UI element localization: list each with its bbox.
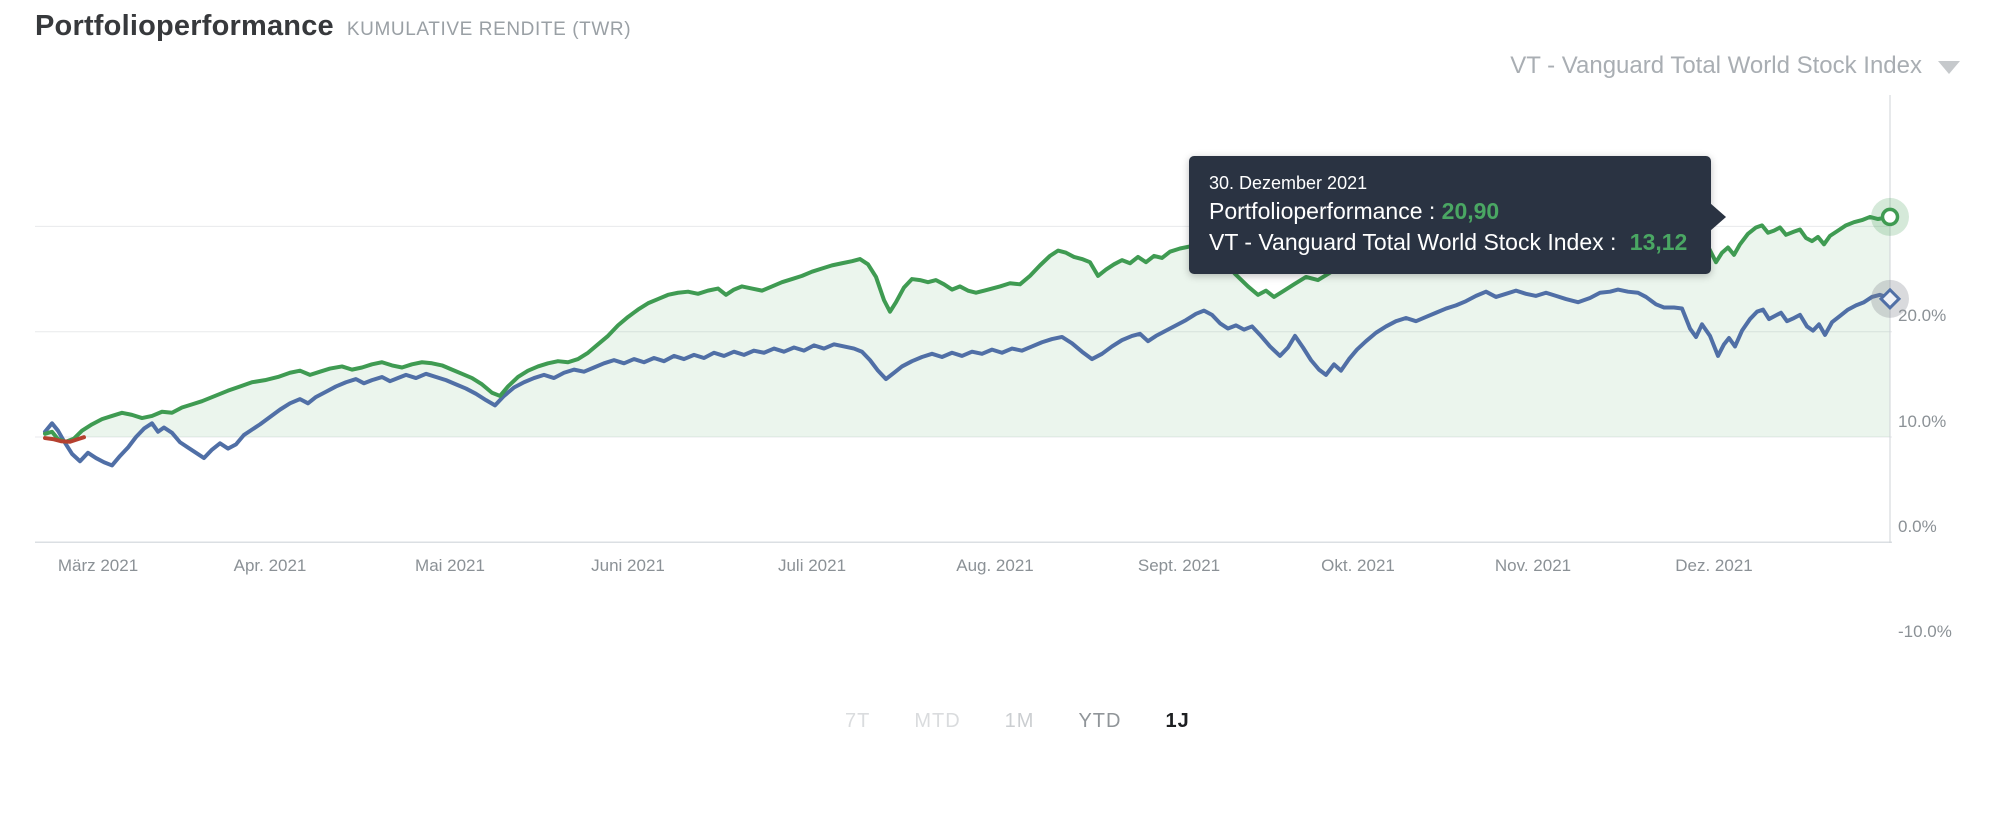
- tooltip-series-label: VT - Vanguard Total World Stock Index: [1209, 229, 1604, 255]
- tooltip-row-benchmark: VT - Vanguard Total World Stock Index : …: [1209, 227, 1687, 258]
- page-title: Portfolioperformance: [35, 10, 334, 42]
- benchmark-dropdown-label: VT - Vanguard Total World Stock Index: [1510, 52, 1922, 79]
- period-button-7t[interactable]: 7T: [845, 710, 871, 732]
- x-axis-label: März 2021: [57, 556, 139, 575]
- x-axis-label: Juli 2021: [777, 556, 847, 575]
- x-axis-label: Okt. 2021: [1321, 556, 1395, 575]
- x-axis-label: Dez. 2021: [1675, 556, 1753, 575]
- period-button-1m[interactable]: 1M: [1004, 710, 1035, 732]
- portfolio-end-marker[interactable]: [1880, 207, 1900, 227]
- tooltip-separator: :: [1603, 229, 1623, 255]
- chevron-down-icon: [1938, 61, 1960, 74]
- x-axis-label: Mai 2021: [415, 556, 485, 575]
- tooltip-separator: :: [1422, 198, 1442, 224]
- x-axis-label: Juni 2021: [591, 556, 665, 575]
- tooltip-series-value: 13,12: [1629, 229, 1688, 255]
- x-axis-label: Nov. 2021: [1494, 556, 1572, 575]
- period-button-ytd[interactable]: YTD: [1078, 710, 1122, 732]
- period-button-1j[interactable]: 1J: [1165, 710, 1190, 732]
- y-axis-label: 10.0%: [1898, 411, 1947, 431]
- period-selector: 7T MTD 1M YTD 1J: [845, 710, 1190, 733]
- tooltip-series-value: 20,90: [1441, 198, 1500, 224]
- benchmark-dropdown[interactable]: VT - Vanguard Total World Stock Index: [1510, 52, 1960, 80]
- portfolio-negative-segment: [43, 435, 86, 444]
- y-axis-label: 20.0%: [1898, 306, 1947, 326]
- page-subtitle: KUMULATIVE RENDITE (TWR): [346, 19, 632, 40]
- x-axis-label: Sept. 2021: [1137, 556, 1221, 575]
- x-axis-label: Apr. 2021: [233, 556, 307, 575]
- y-axis-label: 0.0%: [1898, 517, 1937, 536]
- tooltip-series-label: Portfolioperformance: [1209, 198, 1423, 224]
- x-axis-label: Aug. 2021: [956, 556, 1034, 575]
- period-button-mtd[interactable]: MTD: [914, 710, 961, 732]
- tooltip-row-portfolio: Portfolioperformance : 20,90: [1209, 196, 1687, 227]
- benchmark-end-marker[interactable]: [1878, 287, 1902, 310]
- y-axis-label: -10.0%: [1898, 622, 1952, 642]
- chart-tooltip: 30. Dezember 2021 Portfolioperformance :…: [1189, 156, 1727, 274]
- tooltip-date: 30. Dezember 2021: [1209, 173, 1368, 193]
- page-header: Portfolioperformance KUMULATIVE RENDITE …: [35, 10, 631, 43]
- benchmark-line: [43, 287, 1892, 468]
